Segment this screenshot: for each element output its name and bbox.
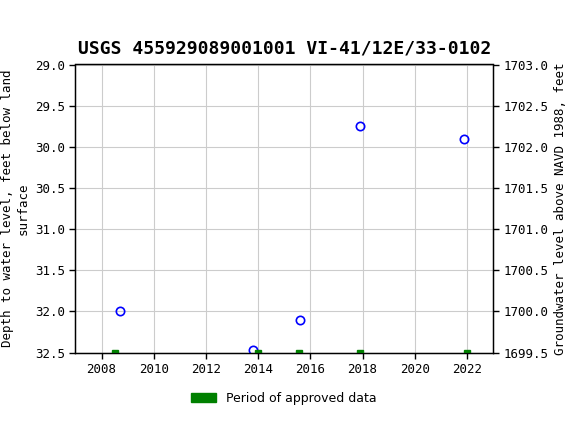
Y-axis label: Groundwater level above NAVD 1988, feet: Groundwater level above NAVD 1988, feet <box>554 62 567 355</box>
Legend: Period of approved data: Period of approved data <box>186 387 382 410</box>
Title: USGS 455929089001001 VI-41/12E/33-0102: USGS 455929089001001 VI-41/12E/33-0102 <box>78 40 491 57</box>
Text: ▒▒USGS: ▒▒USGS <box>17 9 83 30</box>
Y-axis label: Depth to water level, feet below land
surface: Depth to water level, feet below land su… <box>1 70 30 347</box>
